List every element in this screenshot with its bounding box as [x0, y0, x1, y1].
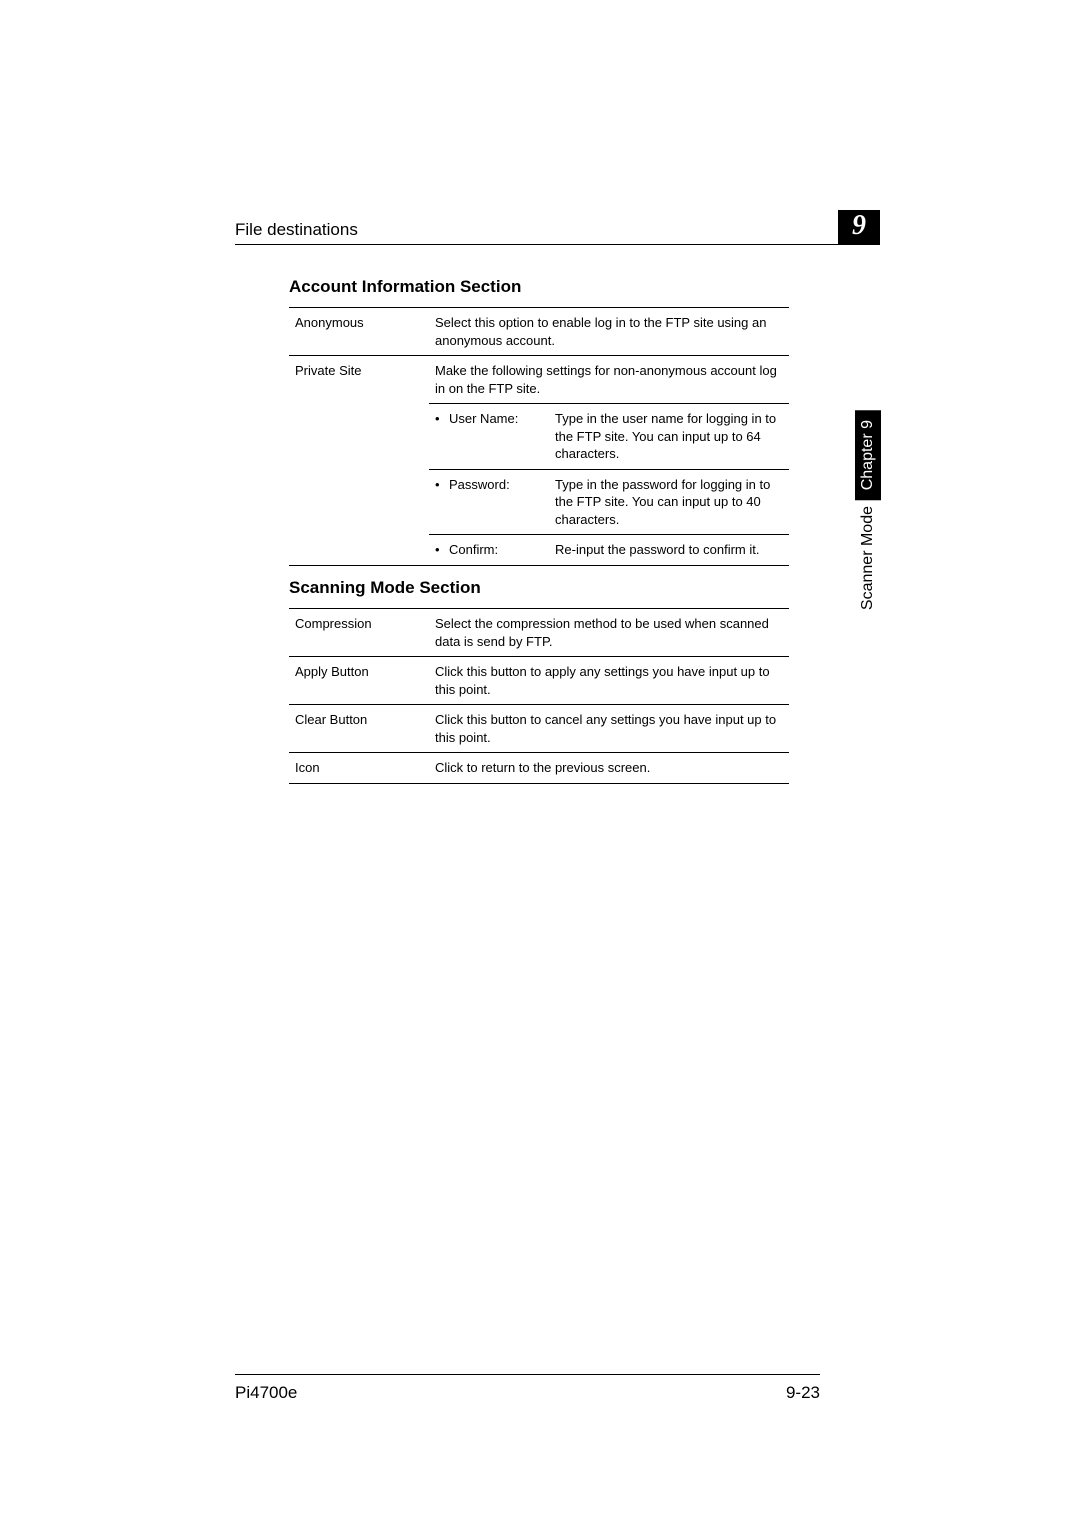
- cell-desc: Select this option to enable log in to t…: [429, 308, 789, 356]
- cell-label: Apply Button: [289, 657, 429, 705]
- scanning-mode-table: Compression Select the compression metho…: [289, 608, 789, 784]
- section-title-scanning: Scanning Mode Section: [289, 578, 880, 598]
- cell-label: Clear Button: [289, 705, 429, 753]
- footer-model: Pi4700e: [235, 1383, 297, 1403]
- account-info-table: Anonymous Select this option to enable l…: [289, 307, 789, 566]
- footer-page-number: 9-23: [786, 1383, 820, 1403]
- table-row: Private Site Make the following settings…: [289, 356, 789, 404]
- cell-label: Private Site: [289, 356, 429, 566]
- cell-desc: Type in the password for logging in to t…: [549, 469, 789, 535]
- cell-desc: Click this button to apply any settings …: [429, 657, 789, 705]
- header-title: File destinations: [235, 220, 358, 240]
- cell-sublabel: •Confirm:: [429, 535, 549, 566]
- table-row: Icon Click to return to the previous scr…: [289, 753, 789, 784]
- table-row: Anonymous Select this option to enable l…: [289, 308, 789, 356]
- cell-label: Compression: [289, 609, 429, 657]
- cell-desc: Type in the user name for logging in to …: [549, 404, 789, 470]
- sublabel-text: Password:: [449, 477, 510, 492]
- cell-desc: Make the following settings for non-anon…: [429, 356, 789, 404]
- section-title-account: Account Information Section: [289, 277, 880, 297]
- table-row: Compression Select the compression metho…: [289, 609, 789, 657]
- document-page: File destinations 9 Account Information …: [0, 0, 1080, 1528]
- cell-sublabel: •User Name:: [429, 404, 549, 470]
- cell-desc: Click this button to cancel any settings…: [429, 705, 789, 753]
- side-tab: Chapter 9 Scanner Mode: [855, 410, 885, 620]
- chapter-number-box: 9: [838, 210, 880, 244]
- cell-desc: Re-input the password to confirm it.: [549, 535, 789, 566]
- cell-desc: Click to return to the previous screen.: [429, 753, 789, 784]
- sublabel-text: User Name:: [449, 411, 518, 426]
- sublabel-text: Confirm:: [449, 542, 498, 557]
- cell-desc: Select the compression method to be used…: [429, 609, 789, 657]
- cell-label: Icon: [289, 753, 429, 784]
- cell-label: Anonymous: [289, 308, 429, 356]
- side-chapter-label: Chapter 9: [855, 410, 881, 500]
- table-row: Clear Button Click this button to cancel…: [289, 705, 789, 753]
- table-row: Apply Button Click this button to apply …: [289, 657, 789, 705]
- page-footer: Pi4700e 9-23: [235, 1374, 820, 1403]
- page-header: File destinations 9: [235, 210, 880, 245]
- cell-sublabel: •Password:: [429, 469, 549, 535]
- side-section-label: Scanner Mode: [855, 500, 881, 620]
